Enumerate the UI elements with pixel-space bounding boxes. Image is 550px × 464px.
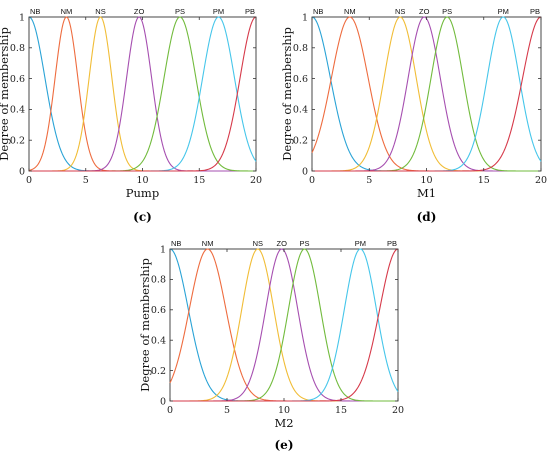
y-tick-label: 0.6: [10, 74, 25, 85]
y-tick-label: 0.2: [293, 136, 308, 147]
y-tick-label: 0: [302, 166, 308, 177]
series-label-ps: PS: [175, 7, 185, 16]
y-axis-label: Degree of membership: [280, 27, 294, 161]
series-label-ps: PS: [442, 7, 452, 16]
x-tick-label: 20: [250, 175, 262, 186]
y-tick-label: 1: [302, 12, 308, 23]
plot-frame: [169, 248, 399, 402]
mf-curve-pb: [29, 16, 257, 172]
y-tick-label: 0.4: [10, 105, 25, 116]
x-tick-label: 20: [392, 405, 404, 416]
x-tick-label: 15: [335, 405, 347, 416]
series-label-nm: NM: [344, 7, 356, 16]
y-tick-label: 0.4: [151, 336, 166, 347]
y-tick-label: 0.6: [151, 305, 166, 316]
series-label-ns: NS: [395, 7, 405, 16]
chart-panel-1: NB NM NS ZO PS PM PB 0 5 10 15 20 0 0.2 0.4 0.6 0.8 1 M1 De…: [280, 7, 547, 224]
x-tick-label: 0: [309, 175, 315, 186]
series-label-nb: NB: [313, 7, 323, 16]
x-tick-label: 0: [167, 405, 173, 416]
y-tick-label: 1: [19, 12, 25, 23]
y-tick-label: 0.2: [10, 136, 25, 147]
y-axis-label: Degree of membership: [0, 27, 11, 161]
x-tick-label: 10: [278, 405, 290, 416]
mf-curve-zo: [29, 16, 256, 172]
mf-curve-nm: [28, 16, 256, 172]
panel-label: (e): [275, 438, 294, 452]
x-axis-label: M2: [274, 416, 293, 430]
mf-curve-ps: [312, 16, 541, 172]
x-tick-label: 5: [366, 175, 372, 186]
y-tick-label: 0.4: [293, 105, 308, 116]
y-tick-label: 1: [160, 244, 166, 255]
series-label-pm: PM: [498, 7, 509, 16]
series-label-ns: NS: [95, 7, 105, 16]
series-label-ns: NS: [253, 239, 263, 248]
mf-curve-zo: [170, 248, 398, 402]
series-label-zo: ZO: [134, 7, 145, 16]
mf-curve-ns: [29, 16, 256, 172]
y-axis-label: Degree of membership: [138, 258, 152, 392]
mf-curve-ps: [29, 16, 256, 172]
y-tick-label: 0.8: [293, 43, 308, 54]
x-tick-label: 15: [193, 175, 205, 186]
chart-panel-2: NB NM NS ZO PS PM PB 0 5 10 15 20 0 0.2 0.4 0.6 0.8 1 M2 De…: [138, 239, 404, 452]
y-tick-label: 0.8: [10, 43, 25, 54]
x-tick-label: 20: [535, 175, 547, 186]
mf-curve-pm: [170, 248, 399, 402]
series-label-nm: NM: [61, 7, 73, 16]
series-label-nb: NB: [171, 239, 181, 248]
mf-curve-nm: [311, 16, 541, 172]
x-tick-label: 10: [136, 175, 148, 186]
x-axis-label: Pump: [126, 186, 159, 200]
panel-label: (d): [417, 210, 437, 224]
x-tick-label: 5: [224, 405, 230, 416]
mf-curve-pm: [29, 16, 257, 172]
series-label-pb: PB: [530, 7, 540, 16]
series-label-zo: ZO: [277, 239, 288, 248]
series-label-nb: NB: [30, 7, 40, 16]
series-label-pm: PM: [213, 7, 224, 16]
mf-curve-nb: [169, 248, 398, 402]
x-tick-label: 5: [83, 175, 89, 186]
y-tick-label: 0: [160, 396, 166, 407]
series-label-pb: PB: [387, 239, 397, 248]
mf-curve-zo: [312, 16, 541, 172]
y-tick-label: 0.2: [151, 366, 166, 377]
y-tick-label: 0: [19, 166, 25, 177]
mf-curve-ps: [170, 248, 398, 402]
y-tick-label: 0.6: [293, 74, 308, 85]
x-tick-label: 10: [420, 175, 432, 186]
mf-curve-nb: [311, 16, 541, 172]
mf-curve-pm: [312, 16, 542, 172]
series-label-nm: NM: [202, 239, 214, 248]
series-label-zo: ZO: [419, 7, 430, 16]
x-axis-label: M1: [417, 186, 436, 200]
x-tick-label: 15: [478, 175, 490, 186]
plot-frame: [311, 16, 542, 172]
mf-curve-nm: [169, 248, 398, 402]
panel-label: (c): [133, 210, 152, 224]
mf-curve-ns: [312, 16, 541, 172]
chart-panel-0: NB NM NS ZO PS PM PB 0 5 10 15 20 0 0.2 0.4 0.6 0.8 1 Pump…: [0, 7, 262, 224]
mf-curve-nb: [28, 16, 256, 172]
series-label-pm: PM: [355, 239, 366, 248]
series-label-pb: PB: [245, 7, 255, 16]
mf-curve-pb: [312, 16, 542, 172]
mf-curve-pb: [170, 248, 399, 402]
y-tick-label: 0.8: [151, 275, 166, 286]
mf-curve-ns: [170, 248, 398, 402]
plot-frame: [28, 16, 257, 172]
x-tick-label: 0: [26, 175, 32, 186]
series-label-ps: PS: [300, 239, 310, 248]
